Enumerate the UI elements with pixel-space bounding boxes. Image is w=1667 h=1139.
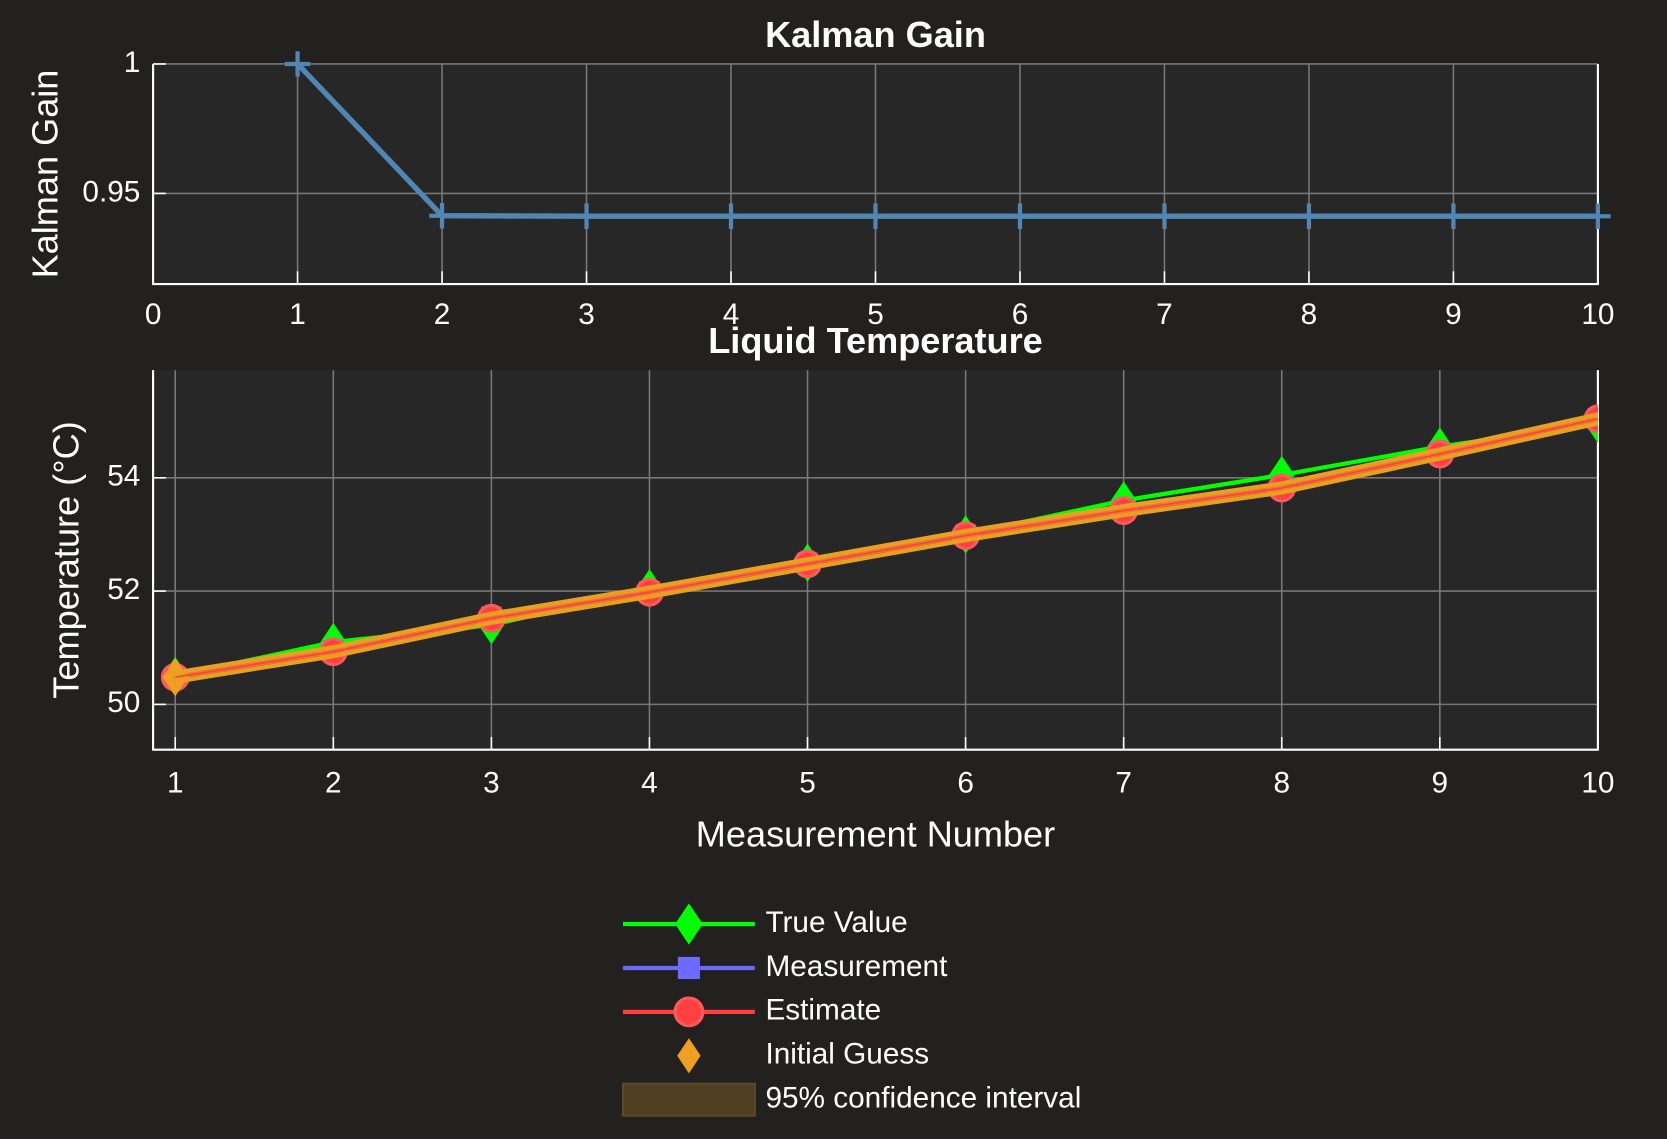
line [175,418,1598,678]
x-tick-label: 9 [1432,767,1449,800]
marker [573,203,600,229]
x-tick-label: 3 [578,298,595,331]
x-tick-label: 10 [1581,298,1614,331]
y-tick-label: 1 [124,46,141,79]
chart-title: Liquid Temperature [708,320,1043,361]
x-tick-label: 7 [1156,298,1173,331]
x-tick-label: 1 [289,298,306,331]
x-tick-label: 6 [1012,298,1029,331]
x-tick-label: 7 [1115,767,1132,800]
legend-patch [621,1082,756,1117]
x-tick-label: 8 [1273,767,1290,800]
chart-title: Kalman Gain [765,14,986,55]
axis-frame [152,63,1599,286]
x-tick-label: 2 [325,767,342,800]
axis-frame [152,370,1599,751]
marker [1440,203,1467,229]
legend-label: Initial Guess [765,1038,929,1071]
y-tick-label: 54 [107,460,140,493]
marker [1296,203,1322,229]
x-axis-label: Measurement Number [696,813,1055,854]
marker [718,203,744,229]
x-tick-label: 1 [167,767,184,800]
y-tick-label: 0.95 [82,175,140,208]
x-tick-label: 0 [145,298,162,331]
marker [1007,203,1033,229]
legend-marker [673,996,705,1028]
legend-label: Measurement [765,950,948,983]
x-tick-label: 2 [434,298,451,331]
y-tick-label: 52 [107,573,140,606]
x-tick-label: 4 [641,767,658,800]
marker [284,51,311,77]
x-tick-label: 3 [483,767,500,800]
plot-area [153,370,1598,750]
y-axis-label: Temperature (°C) [46,421,87,698]
line [295,62,1598,219]
legend-label: Estimate [765,994,881,1027]
x-tick-label: 6 [957,767,974,800]
marker [1585,203,1611,229]
x-tick-label: 5 [867,298,884,331]
y-axis-label: Kalman Gain [24,70,65,279]
x-tick-label: 10 [1581,767,1614,800]
legend-marker [677,956,700,980]
y-tick-label: 50 [107,686,140,719]
marker [429,202,455,229]
x-tick-label: 5 [799,767,816,800]
marker [1151,203,1178,229]
x-tick-label: 8 [1301,298,1318,331]
x-tick-label: 4 [723,298,740,331]
series-group [160,404,1598,697]
legend-label: True Value [765,906,907,939]
x-tick-label: 9 [1445,298,1462,331]
marker [862,203,889,229]
confidence-band [173,412,1598,685]
legend-marker [675,903,703,945]
legend-label: 95% confidence interval [765,1082,1081,1115]
